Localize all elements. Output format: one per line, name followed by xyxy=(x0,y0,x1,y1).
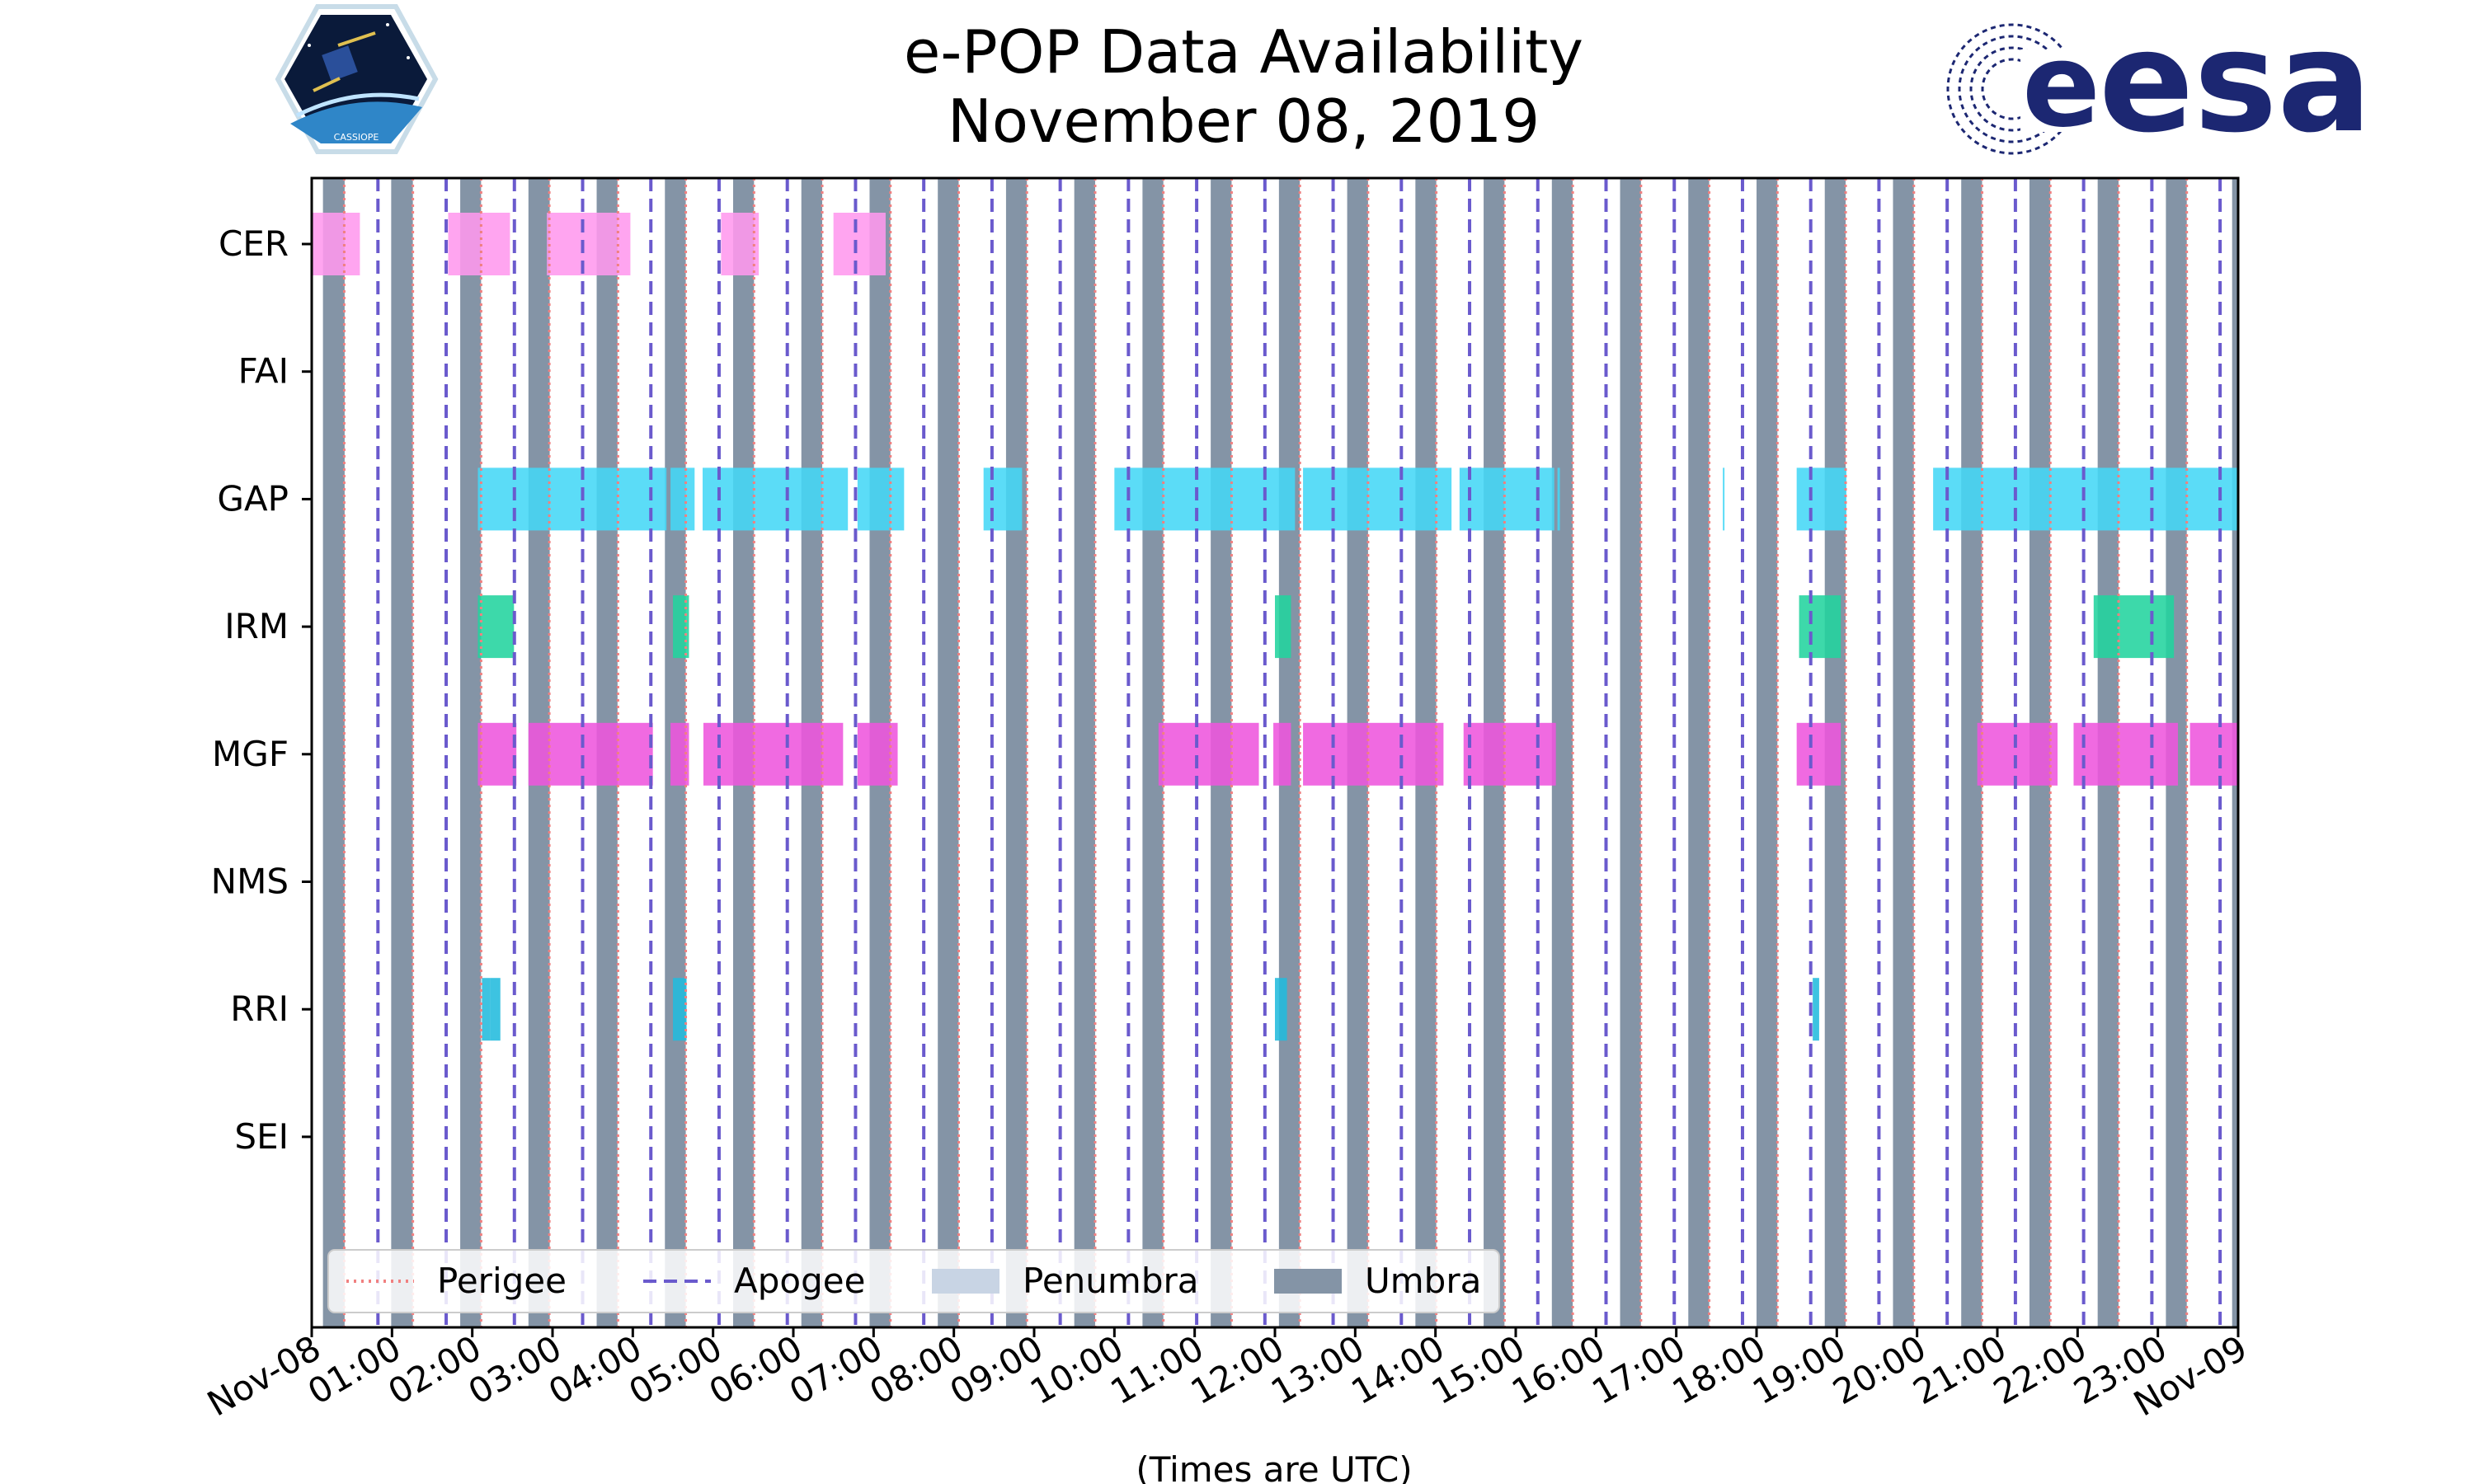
x-tick-label: 13:00 xyxy=(1264,1327,1371,1412)
umbra-band xyxy=(1005,178,1028,1327)
umbra-band xyxy=(322,178,345,1327)
umbra-band xyxy=(1757,178,1778,1327)
legend-label: Apogee xyxy=(734,1261,865,1301)
legend-swatch xyxy=(1274,1269,1342,1294)
bar-gap xyxy=(477,467,667,531)
bar-irm xyxy=(1799,595,1841,659)
bar-cer xyxy=(833,213,886,275)
bar-mgf xyxy=(477,722,517,786)
bar-gap xyxy=(1557,467,1560,531)
bar-gap xyxy=(857,467,905,531)
bar-gap xyxy=(703,467,849,531)
bar-irm xyxy=(1275,595,1291,659)
bar-gap xyxy=(1933,467,2238,531)
bar-mgf xyxy=(1463,722,1556,786)
x-tick-label: 10:00 xyxy=(1023,1327,1130,1412)
x-tick-label: 15:00 xyxy=(1425,1327,1531,1412)
x-tick-label: 04:00 xyxy=(542,1327,648,1412)
y-tick-label: RRI xyxy=(230,989,289,1029)
umbra-band xyxy=(938,178,959,1327)
bar-mgf xyxy=(670,722,689,786)
x-axis-label: (Times are UTC) xyxy=(1136,1449,1412,1484)
legend-swatch xyxy=(932,1269,999,1294)
bar-cer xyxy=(721,213,760,275)
x-tick-label: 16:00 xyxy=(1505,1327,1611,1412)
y-tick-label: MGF xyxy=(212,734,289,774)
esa-logo-text: esa xyxy=(2099,1,2372,164)
bar-gap xyxy=(1303,467,1452,531)
umbra-band xyxy=(460,178,482,1327)
y-tick-label: FAI xyxy=(238,351,289,392)
bar-irm xyxy=(477,595,515,659)
bar-gap xyxy=(1114,467,1296,531)
x-tick-label: 19:00 xyxy=(1746,1327,1852,1412)
svg-text:e: e xyxy=(2022,19,2100,153)
umbra-band xyxy=(1893,178,1914,1327)
chart-title: e-POP Data Availability xyxy=(904,17,1583,87)
x-tick-label: 05:00 xyxy=(622,1327,728,1412)
umbra-band xyxy=(1620,178,1641,1327)
bar-cer xyxy=(448,213,510,275)
x-tick-label: 06:00 xyxy=(703,1327,809,1412)
bar-irm xyxy=(673,595,689,659)
bar-mgf xyxy=(1273,722,1291,786)
chart-subtitle: November 08, 2019 xyxy=(948,87,1540,156)
bar-cer xyxy=(312,213,360,275)
umbra-band xyxy=(1074,178,1095,1327)
x-tick-label: 09:00 xyxy=(943,1327,1050,1412)
bar-mgf xyxy=(2073,722,2178,786)
legend-label: Penumbra xyxy=(1023,1261,1199,1301)
umbra-band xyxy=(391,178,413,1327)
x-tick-label: 08:00 xyxy=(863,1327,969,1412)
orbit-lines xyxy=(342,178,2222,1327)
x-tick-label: 18:00 xyxy=(1666,1327,1772,1412)
instrument-bars xyxy=(312,213,2238,1041)
x-tick-label: 22:00 xyxy=(1987,1327,2093,1412)
bar-mgf xyxy=(1303,722,1444,786)
y-tick-label: CER xyxy=(219,223,289,264)
x-tick-label: 14:00 xyxy=(1344,1327,1451,1412)
bar-rri xyxy=(482,978,491,1041)
bar-rri xyxy=(1813,978,1819,1041)
y-tick-label: GAP xyxy=(217,478,289,519)
bar-gap xyxy=(1723,467,1725,531)
legend-box xyxy=(327,1249,1500,1313)
bar-mgf xyxy=(2189,722,2238,786)
x-tick-label: 07:00 xyxy=(783,1327,889,1412)
bar-gap xyxy=(670,467,695,531)
legend-label: Umbra xyxy=(1365,1261,1481,1301)
bar-mgf xyxy=(1977,722,2058,786)
bar-gap xyxy=(1796,467,1847,531)
bar-mgf xyxy=(1796,722,1841,786)
x-tick-label: 02:00 xyxy=(381,1327,487,1412)
x-tick-label: 17:00 xyxy=(1585,1327,1691,1412)
bar-gap xyxy=(1459,467,1554,531)
bar-gap xyxy=(983,467,1023,531)
x-tick-label: 03:00 xyxy=(462,1327,568,1412)
x-tick-label: 21:00 xyxy=(1907,1327,2013,1412)
y-tick-label: NMS xyxy=(211,862,289,902)
esa-logo: e esa xyxy=(1946,1,2372,164)
x-tick-label: 12:00 xyxy=(1184,1327,1291,1412)
bar-rri xyxy=(673,978,687,1041)
legend-label: Perigee xyxy=(437,1261,567,1301)
x-tick-label: 20:00 xyxy=(1826,1327,1932,1412)
x-tick-label: 11:00 xyxy=(1103,1327,1210,1412)
legend: Perigee Apogee Penumbra Umbra xyxy=(327,1249,1500,1313)
bar-irm xyxy=(2093,595,2175,659)
bar-cer xyxy=(547,213,631,275)
x-tick-label: 01:00 xyxy=(301,1327,407,1412)
esa-swirl-icon: e xyxy=(1946,19,2100,155)
y-tick-label: SEI xyxy=(234,1116,289,1157)
bar-rri xyxy=(1275,978,1287,1041)
bar-mgf xyxy=(1158,722,1259,786)
bar-rri xyxy=(490,978,501,1041)
bar-mgf xyxy=(703,722,844,786)
cassiope-logo: CASSIOPE xyxy=(275,4,439,154)
y-tick-label: IRM xyxy=(224,606,289,646)
cassiope-logo-text: CASSIOPE xyxy=(334,132,379,143)
umbra-band xyxy=(1688,178,1710,1327)
bar-mgf xyxy=(528,722,653,786)
